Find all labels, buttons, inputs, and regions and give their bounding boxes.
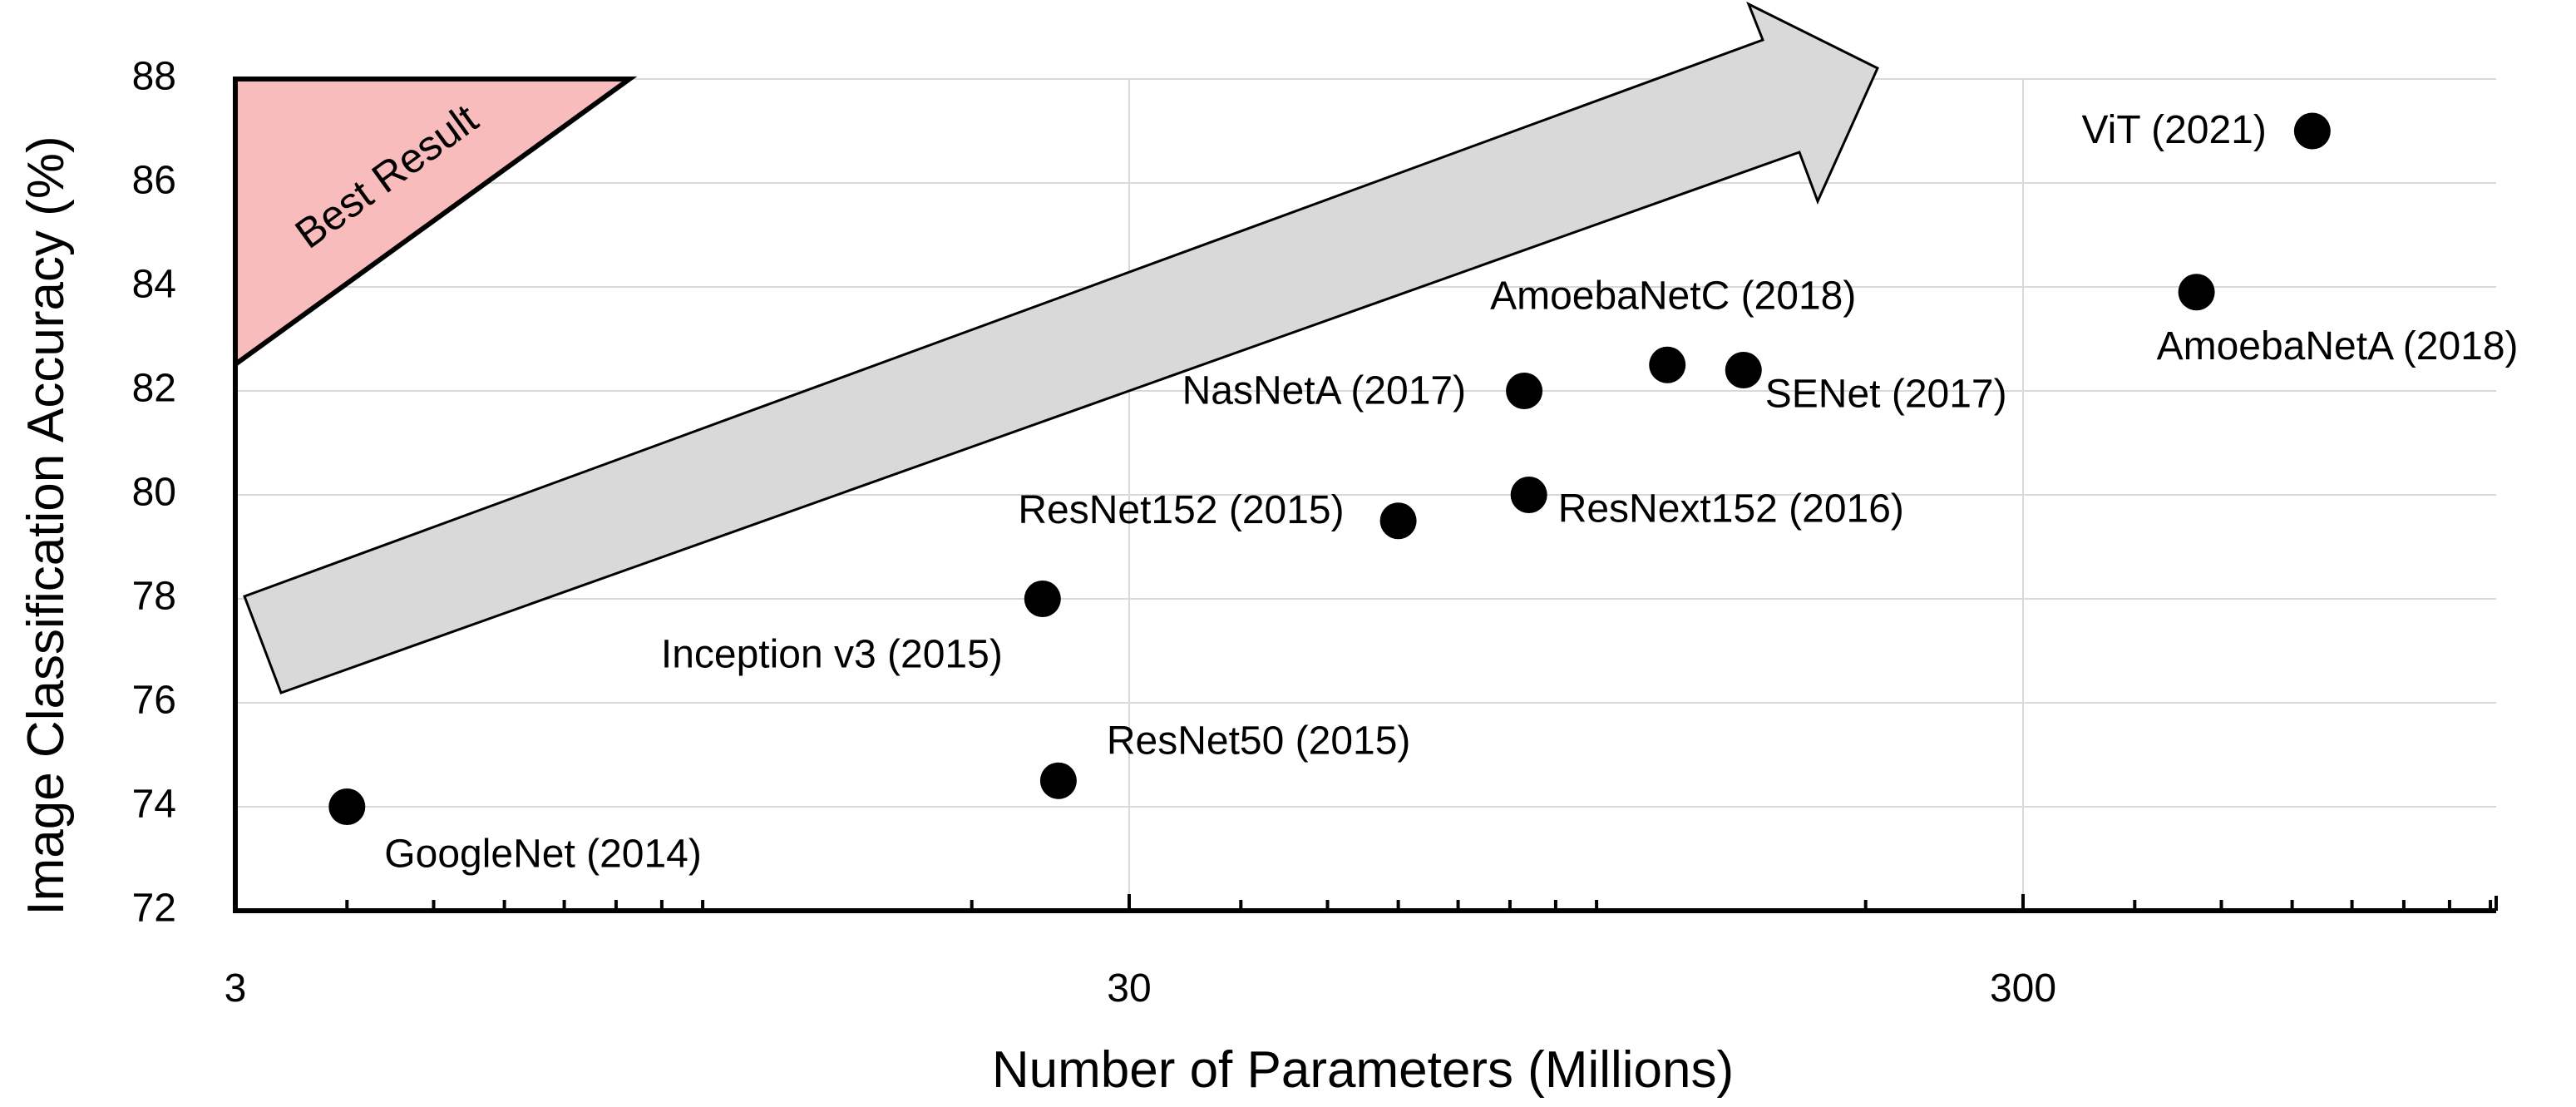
y-tick-label: 86 [132,159,176,203]
y-axis-title: Image Classification Accuracy (%) [17,136,75,915]
data-point [1379,502,1417,540]
axes-layer: 72 74 76 78 80 82 84 86 88 3 30 300 [132,55,2498,1011]
data-point [2293,112,2331,150]
y-tick-label: 72 [132,887,176,931]
y-tick-label: 80 [132,471,176,515]
points-layer: GoogleNet (2014) ResNet50 (2015) Inception… [328,108,2519,877]
point-label: ResNet152 (2015) [1018,488,1344,532]
x-tick-label: 30 [1107,966,1151,1011]
point-label: SENet (2017) [1765,373,2007,417]
point-label: ResNet50 (2015) [1107,719,1411,763]
point-label: AmoebaNetA (2018) [2157,324,2519,368]
data-point [328,788,366,825]
data-point [1039,762,1077,799]
y-tick-label: 78 [132,575,176,619]
point-label: ResNext152 (2016) [1558,487,1904,531]
data-point [1506,373,1543,409]
point-label: GoogleNet (2014) [384,833,702,877]
data-point [1725,352,1762,388]
point-label: AmoebaNetC (2018) [1490,274,1856,318]
data-point [1649,346,1686,383]
x-tick-label: 300 [1990,966,2056,1011]
y-tick-label: 84 [132,263,176,307]
data-point [2178,274,2215,311]
y-tick-label: 88 [132,55,176,99]
y-tick-label: 82 [132,367,176,411]
point-label: ViT (2021) [2082,108,2267,152]
x-tick-label: 3 [225,966,247,1011]
y-tick-label: 76 [132,679,176,723]
data-point [1024,581,1061,617]
point-label: NasNetA (2017) [1182,369,1467,413]
y-tick-label: 74 [132,783,176,827]
data-point [1510,477,1547,513]
trend-arrow [243,1,1879,694]
x-axis-title: Number of Parameters (Millions) [992,1041,1734,1099]
point-label: Inception v3 (2015) [661,633,1003,677]
